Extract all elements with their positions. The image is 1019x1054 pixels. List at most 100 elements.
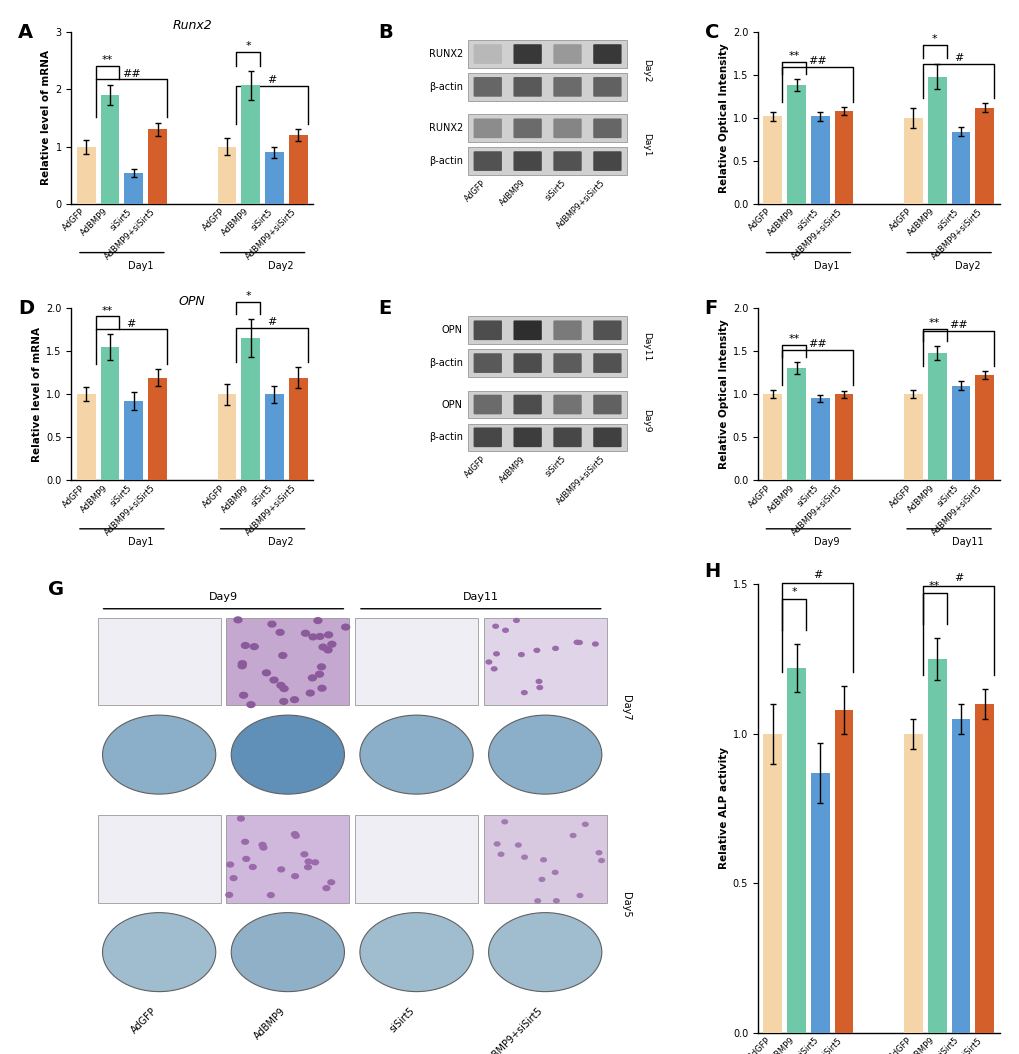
- Circle shape: [317, 663, 326, 670]
- Text: β-actin: β-actin: [429, 432, 463, 443]
- FancyBboxPatch shape: [593, 428, 621, 447]
- FancyBboxPatch shape: [468, 115, 627, 142]
- FancyBboxPatch shape: [473, 152, 501, 171]
- Circle shape: [242, 856, 250, 862]
- Circle shape: [500, 819, 507, 824]
- Circle shape: [490, 666, 497, 671]
- Circle shape: [323, 646, 332, 653]
- Title: OPN: OPN: [178, 295, 206, 308]
- Circle shape: [497, 852, 504, 857]
- Circle shape: [289, 696, 299, 703]
- Text: Day2: Day2: [954, 261, 979, 271]
- Bar: [903, 118, 922, 204]
- Bar: [226, 618, 348, 705]
- Text: AdGFP: AdGFP: [129, 1006, 159, 1035]
- FancyBboxPatch shape: [593, 152, 621, 171]
- Circle shape: [313, 617, 322, 624]
- FancyBboxPatch shape: [468, 73, 627, 101]
- Circle shape: [237, 662, 247, 669]
- Circle shape: [318, 644, 327, 650]
- FancyBboxPatch shape: [513, 152, 541, 171]
- Text: ##: ##: [948, 320, 967, 330]
- Circle shape: [278, 651, 287, 659]
- Text: A: A: [18, 23, 34, 42]
- Text: ##: ##: [807, 56, 826, 66]
- FancyBboxPatch shape: [513, 320, 541, 340]
- Bar: [355, 618, 478, 705]
- FancyBboxPatch shape: [553, 394, 581, 414]
- Circle shape: [534, 898, 541, 903]
- Bar: [124, 173, 143, 204]
- FancyBboxPatch shape: [473, 394, 501, 414]
- Circle shape: [262, 669, 271, 677]
- Text: **: **: [928, 581, 940, 591]
- Circle shape: [327, 879, 335, 885]
- Text: AdBMP9+siSirt5: AdBMP9+siSirt5: [554, 178, 607, 231]
- Text: β-actin: β-actin: [429, 358, 463, 368]
- Text: Day5: Day5: [621, 892, 631, 918]
- Circle shape: [267, 621, 276, 628]
- Circle shape: [515, 842, 522, 847]
- Circle shape: [308, 633, 317, 641]
- Bar: [787, 368, 805, 481]
- Circle shape: [233, 617, 243, 624]
- Text: ##: ##: [121, 69, 141, 78]
- Circle shape: [513, 618, 520, 623]
- Circle shape: [279, 698, 288, 705]
- Circle shape: [317, 685, 326, 691]
- Text: F: F: [704, 299, 717, 318]
- Circle shape: [290, 873, 299, 879]
- Text: β-actin: β-actin: [429, 156, 463, 167]
- Bar: [951, 386, 969, 481]
- Text: AdBMP9: AdBMP9: [253, 1006, 287, 1041]
- Text: AdGFP: AdGFP: [463, 178, 487, 203]
- FancyBboxPatch shape: [553, 428, 581, 447]
- Bar: [242, 338, 260, 481]
- Circle shape: [315, 670, 324, 678]
- Circle shape: [304, 864, 312, 871]
- Circle shape: [569, 833, 576, 838]
- FancyBboxPatch shape: [468, 349, 627, 377]
- Circle shape: [291, 833, 300, 839]
- Bar: [355, 815, 478, 902]
- Y-axis label: Relative ALP activity: Relative ALP activity: [718, 747, 728, 870]
- FancyBboxPatch shape: [513, 77, 541, 97]
- FancyBboxPatch shape: [473, 77, 501, 97]
- Text: *: *: [246, 41, 251, 51]
- Circle shape: [539, 857, 546, 862]
- FancyBboxPatch shape: [473, 428, 501, 447]
- Bar: [903, 734, 922, 1033]
- Circle shape: [225, 892, 233, 898]
- FancyBboxPatch shape: [553, 320, 581, 340]
- Circle shape: [591, 641, 598, 647]
- Ellipse shape: [488, 715, 601, 794]
- Circle shape: [501, 627, 508, 633]
- Circle shape: [518, 651, 525, 658]
- Bar: [288, 377, 307, 481]
- FancyBboxPatch shape: [513, 118, 541, 138]
- Text: #: #: [953, 573, 962, 583]
- Text: #: #: [267, 76, 276, 85]
- Circle shape: [551, 646, 558, 651]
- Text: siSirt5: siSirt5: [387, 1006, 416, 1035]
- FancyBboxPatch shape: [553, 44, 581, 64]
- Bar: [148, 377, 167, 481]
- Y-axis label: Relative level of mRNA: Relative level of mRNA: [41, 51, 51, 186]
- Circle shape: [279, 685, 288, 692]
- Bar: [927, 77, 946, 204]
- Ellipse shape: [488, 913, 601, 992]
- Text: siSirt5: siSirt5: [543, 454, 567, 479]
- Text: siSirt5: siSirt5: [543, 178, 567, 202]
- Bar: [124, 402, 143, 481]
- Text: Day9: Day9: [209, 592, 237, 602]
- Circle shape: [573, 640, 580, 645]
- Bar: [810, 773, 828, 1033]
- Circle shape: [597, 858, 604, 863]
- Text: C: C: [704, 23, 718, 42]
- Circle shape: [521, 690, 527, 696]
- Text: **: **: [788, 51, 799, 61]
- Circle shape: [315, 632, 324, 640]
- Text: G: G: [48, 580, 64, 599]
- FancyBboxPatch shape: [513, 353, 541, 373]
- Title: Runx2: Runx2: [172, 19, 212, 32]
